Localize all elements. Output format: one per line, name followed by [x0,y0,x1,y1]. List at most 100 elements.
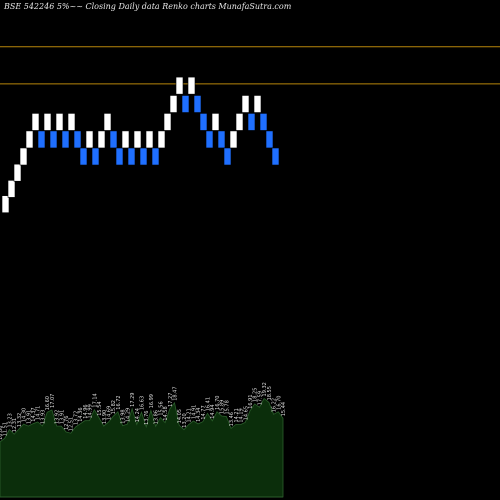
volume-label-17: 13.72 [73,411,79,425]
up-brick-8 [43,113,52,131]
volume-label-36: 14.58 [163,406,169,420]
up-brick-30 [175,76,184,95]
volume-label-15: 12.76 [64,416,70,430]
volume-label-2: 11.51 [3,422,9,436]
up-brick-6 [31,113,40,131]
up-brick-21 [121,130,130,149]
volume-label-60: 16.70 [276,396,282,410]
volume-label-55: 18.25 [253,388,259,402]
up-brick-36 [211,113,220,131]
down-brick-37 [217,130,226,149]
down-brick-11 [61,130,70,149]
volume-label-10: 13.93 [40,410,46,424]
up-brick-2 [7,180,16,198]
up-brick-15 [85,130,94,149]
volume-label-6: 14.30 [22,408,28,422]
volume-label-12: 17.07 [50,394,56,408]
volume-label-46: 14.94 [210,404,216,418]
down-brick-24 [139,147,148,166]
down-brick-13 [73,130,82,149]
up-brick-10 [55,113,64,131]
down-brick-26 [151,147,160,166]
down-brick-22 [127,147,136,166]
volume-label-35: 15.56 [158,401,164,415]
volume-label-33: 16.99 [149,394,155,408]
up-brick-39 [229,130,238,149]
volume-label-4: 12.31 [12,418,18,432]
level-lines [0,46,500,85]
up-brick-23 [133,130,142,149]
volume-label-22: 15.54 [97,401,103,415]
up-brick-5 [25,130,34,149]
volume-label-51: 14.21 [234,408,240,422]
volume-label-44: 14.77 [201,405,207,419]
up-brick-4 [19,147,28,166]
volume-label-29: 17.29 [130,392,136,406]
down-brick-38 [223,147,232,166]
volume-label-34: 13.86 [154,410,160,424]
up-brick-43 [253,95,262,113]
volume-label-14: 13.91 [59,410,65,424]
down-brick-42 [247,113,256,131]
down-brick-33 [193,95,202,113]
up-brick-3 [13,163,22,182]
up-brick-41 [241,95,250,113]
down-brick-31 [181,95,190,113]
up-brick-40 [235,113,244,131]
volume-label-9: 14.71 [36,406,42,420]
volume-label-19: 14.96 [83,404,89,418]
up-brick-1 [1,195,10,214]
volume-label-30: 14.24 [135,408,141,422]
down-brick-45 [265,130,274,149]
volume-label-38: 18.47 [173,386,179,400]
volume-label-43: 14.34 [196,408,202,422]
volume-label-31: 16.63 [140,396,146,410]
volume-label-54: 16.91 [248,394,254,408]
volume-label-50: 13.46 [229,412,235,426]
volume-label-11: 16.60 [45,396,51,410]
volume-label-13: 13.92 [55,410,61,424]
volume-label-26: 16.72 [116,395,122,409]
volume-label-16: 12.51 [69,417,75,431]
volume-label-28: 14.29 [125,408,131,422]
volume-label-18: 14.36 [78,407,84,421]
volume-label-27: 13.98 [121,409,127,423]
volume-label-40: 13.20 [182,413,188,427]
down-brick-20 [115,147,124,166]
down-brick-35 [205,130,214,149]
up-brick-17 [97,130,106,149]
volume-label-25: 15.82 [111,400,117,414]
up-brick-28 [163,113,172,131]
volume-label-32: 13.76 [144,410,150,424]
chart-title: BSE 542246 5%~~ Closing Daily data Renko… [3,2,292,11]
volume-label-48: 15.89 [220,400,226,414]
volume-label-57: 19.32 [262,382,268,396]
volume-labels: 10.8011.5113.2312.3113.3214.3013.9114.37… [0,382,287,440]
volume-label-23: 13.90 [102,410,108,424]
renko-bricks [1,76,280,214]
up-brick-12 [67,113,76,131]
volume-label-42: 14.91 [191,405,197,419]
volume-label-49: 15.78 [224,400,230,414]
down-brick-34 [199,113,208,131]
volume-label-21: 17.14 [92,393,98,407]
volume-label-61: 15.44 [281,402,287,416]
down-brick-19 [109,130,118,149]
up-brick-29 [169,95,178,113]
volume-label-59: 16.22 [272,398,278,412]
volume-label-56: 17.59 [257,391,263,405]
volume-label-58: 18.55 [267,386,273,400]
volume-label-39: 14.05 [177,409,183,423]
down-brick-44 [259,113,268,131]
volume-label-7: 13.91 [26,410,32,424]
volume-area [0,397,284,498]
volume-label-37: 17.27 [168,393,174,407]
volume-label-53: 14.65 [243,406,249,420]
down-brick-9 [49,130,58,149]
down-brick-14 [79,147,88,166]
volume-label-5: 13.32 [17,413,23,427]
down-brick-7 [37,130,46,149]
up-brick-32 [187,76,196,95]
up-brick-18 [103,113,112,131]
